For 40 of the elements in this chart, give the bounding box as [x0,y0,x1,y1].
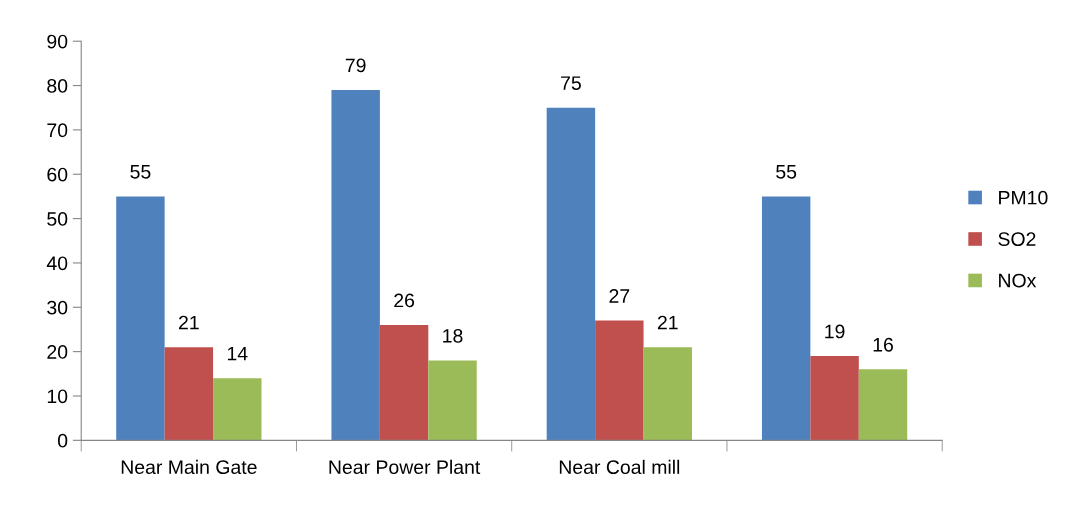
data-label: 19 [825,324,845,339]
bar [643,347,692,441]
y-tick-label: 80 [47,79,68,93]
y-tick-label: 30 [47,300,68,315]
bar [164,347,214,441]
bar [428,360,477,441]
bar [546,107,596,441]
bar [595,320,644,441]
y-tick-label: 40 [46,256,68,271]
y-tick-label: 10 [47,389,68,404]
x-tick-label: Near Coal mill [559,459,680,475]
data-label: 21 [657,315,678,330]
legend-label: PM10 [999,190,1048,205]
x-tick-label: Near Power Plant [329,459,481,475]
data-label: 55 [776,165,797,179]
y-tick-label: 20 [47,345,68,359]
bar [116,196,165,441]
data-label: 18 [443,329,463,343]
bar [761,196,811,441]
data-label: 14 [227,346,248,361]
y-tick-label: 90 [47,34,68,49]
bar [213,378,262,441]
data-label: 16 [873,337,893,352]
legend-label: NOx [999,273,1037,288]
bar [379,325,429,441]
data-label: 55 [130,165,151,179]
data-label: 27 [609,289,630,303]
x-tick-label: Near Main Gate [121,459,257,475]
data-label: 26 [394,293,415,308]
y-tick-label: 50 [47,212,68,226]
data-label: 21 [179,315,199,330]
bar [810,356,859,441]
y-tick-label: 70 [47,123,68,138]
data-label: 79 [345,58,366,73]
bar [331,89,380,441]
bar [858,369,908,441]
y-tick-label: 0 [57,433,68,448]
y-tick-label: 60 [47,167,68,182]
data-label: 75 [561,76,581,90]
legend-label: SO2 [998,232,1036,246]
